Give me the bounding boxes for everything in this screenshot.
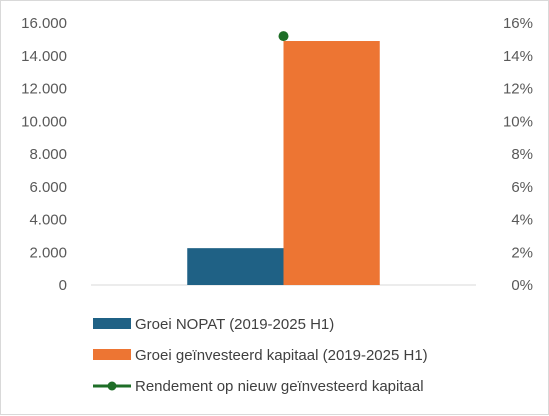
y-left-tick-label: 6.000	[29, 179, 67, 196]
y-axis-left: 0 2.000 4.000 6.000 8.000 10.000 12.000 14.000 1…	[21, 15, 67, 294]
legend-swatch	[93, 349, 131, 360]
legend: Groei NOPAT (2019-2025 H1) Groei geïnvest…	[93, 316, 428, 395]
y-left-tick-label: 14.000	[21, 48, 67, 65]
bar-groei-nopat	[187, 248, 284, 285]
y-left-tick-label: 10.000	[21, 113, 67, 130]
y-left-tick-label: 4.000	[29, 212, 67, 229]
y-right-tick-label: 0%	[511, 277, 533, 294]
legend-label: Groei geïnvesteerd kapitaal (2019-2025 H…	[135, 347, 428, 364]
y-right-tick-label: 4%	[511, 212, 533, 229]
y-right-tick-label: 12%	[503, 81, 533, 98]
line-series	[278, 31, 289, 42]
y-right-tick-label: 10%	[503, 113, 533, 130]
y-left-tick-label: 0	[59, 277, 67, 294]
legend-label: Rendement op nieuw geïnvesteerd kapitaal	[135, 378, 424, 395]
legend-swatch	[93, 318, 131, 329]
y-left-tick-label: 2.000	[29, 244, 67, 261]
bar-series	[187, 41, 380, 286]
y-right-tick-label: 14%	[503, 48, 533, 65]
legend-label: Groei NOPAT (2019-2025 H1)	[135, 316, 334, 333]
point-rendement	[278, 31, 289, 42]
y-right-tick-label: 2%	[511, 244, 533, 261]
y-left-tick-label: 12.000	[21, 81, 67, 98]
y-axis-right: 0% 2% 4% 6% 8% 10% 12% 14% 16%	[503, 15, 533, 294]
y-left-tick-label: 8.000	[29, 146, 67, 163]
y-right-tick-label: 8%	[511, 146, 533, 163]
legend-marker	[107, 381, 117, 391]
y-right-tick-label: 6%	[511, 179, 533, 196]
bar-groei-geinvesteerd-kapitaal	[283, 41, 380, 286]
y-left-tick-label: 16.000	[21, 15, 67, 32]
y-right-tick-label: 16%	[503, 15, 533, 32]
